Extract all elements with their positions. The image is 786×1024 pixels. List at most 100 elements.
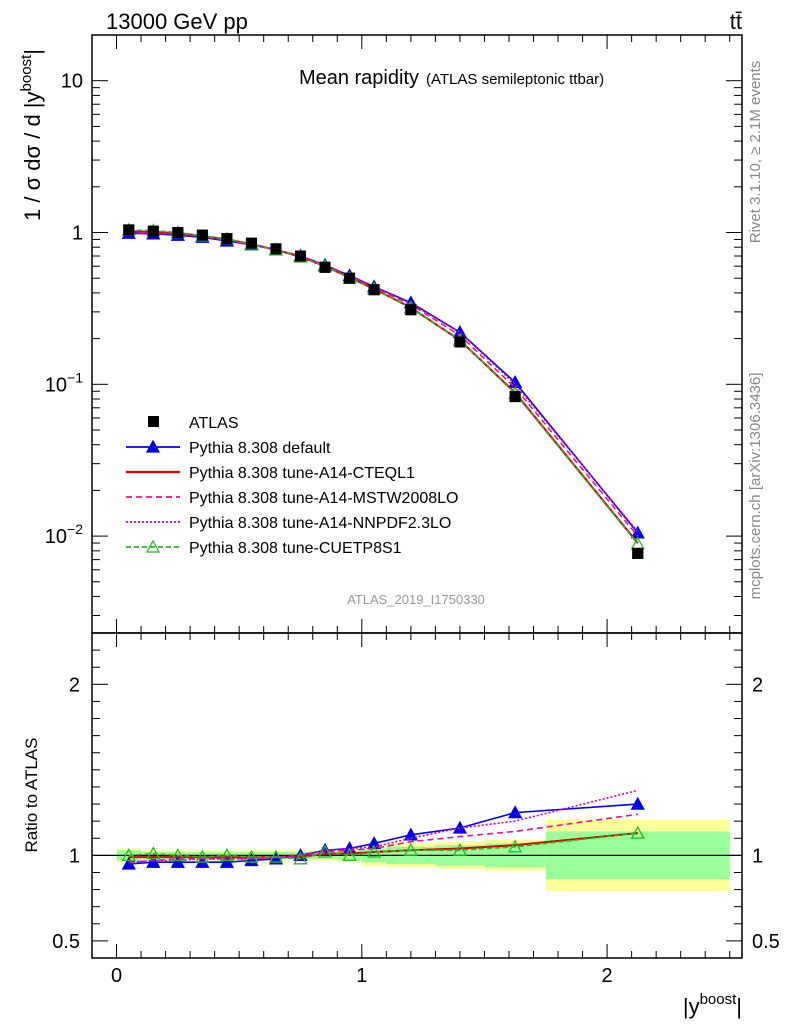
legend-item: Pythia 8.308 tune-A14-MSTW2008LO (126, 490, 458, 507)
main-plot-panel: 10−2 10−1 1 10 Mean rapidity (ATLAS semilep… (45, 34, 743, 634)
ratio-marker (508, 805, 523, 819)
ratio-plot-panel: 0 1 2 2 2 1 1 0.5 0.5 Ratio to ATLAS (22, 632, 780, 987)
legend: ATLAS Pythia 8.308 default Pythia 8.308 tu… (126, 415, 458, 557)
legend-label: Pythia 8.308 tune-CUETP8S1 (189, 540, 402, 557)
ratio-marker (170, 848, 185, 862)
legend-label: ATLAS (189, 415, 239, 432)
rivet-label: Rivet 3.1.10, ≥ 2.1M events (747, 61, 764, 244)
ratio-series-4 (121, 825, 645, 865)
legend-item: Pythia 8.308 tune-CUETP8S1 (126, 539, 402, 557)
ratio-series-2 (128, 813, 638, 864)
ratio-marker (293, 851, 308, 865)
ratio-marker (146, 846, 161, 860)
series-line (128, 231, 639, 533)
ratio-marker (219, 848, 235, 862)
atlas-data-point (147, 225, 159, 237)
main-plot-axes: 10−2 10−1 1 10 (45, 34, 742, 633)
ratio-marker (244, 849, 259, 863)
ratio-marker (403, 842, 418, 856)
ratio-marker (630, 825, 645, 839)
atlas-data-point (344, 272, 356, 284)
legend-label: Pythia 8.308 tune-A14-MSTW2008LO (189, 490, 458, 507)
atlas-data-point (172, 227, 184, 239)
legend-marker (145, 439, 161, 453)
main-plot-series (121, 222, 645, 559)
ratio-series-3 (128, 789, 638, 864)
atlas-data-point (509, 391, 521, 403)
atlas-data-point (405, 304, 417, 316)
ratio-marker (121, 848, 136, 862)
legend-marker (145, 539, 161, 553)
analysis-id: ATLAS_2019_I1750330 (347, 592, 485, 607)
ratio-line (128, 832, 638, 859)
main-y-axis-label: 1 / σ dσ / d |yboost| (18, 49, 45, 221)
ratio-y-axis-label: Ratio to ATLAS (22, 738, 41, 853)
atlas-data-point (319, 261, 331, 273)
ratio-series-1 (128, 832, 638, 859)
ratio-y-tick-label: 2 (69, 674, 80, 696)
atlas-data-point (294, 250, 306, 262)
source-label: mcplots.cern.ch [arXiv:1306.3436] (747, 373, 764, 600)
legend-label: Pythia 8.308 tune-A14-NNPDF2.3LO (189, 515, 451, 532)
atlas-data-point (123, 224, 135, 236)
ratio-marker (630, 796, 645, 810)
ratio-marker (508, 839, 523, 853)
series-4 (128, 231, 639, 533)
ratio-marker (244, 853, 259, 867)
ratio-y-tick-label: 0.5 (52, 931, 80, 953)
ratio-marker (317, 844, 333, 858)
chart-title: Mean rapidity (299, 67, 419, 89)
atlas-data-point (454, 336, 466, 348)
ratio-marker (146, 854, 161, 868)
ratio-marker (195, 849, 210, 863)
chart-subtitle: (ATLAS semileptonic ttbar) (426, 71, 604, 88)
series-0 (123, 224, 644, 559)
legend-item: Pythia 8.308 default (126, 439, 331, 457)
series-line (128, 232, 639, 534)
ratio-marker (403, 827, 418, 841)
y-tick-label: 10−2 (45, 521, 83, 548)
y-tick-label: 10−1 (45, 369, 83, 396)
ratio-marker (219, 854, 235, 868)
ratio-marker (170, 854, 185, 868)
ratio-line (128, 789, 638, 864)
series-line (128, 229, 639, 545)
legend-label: Pythia 8.308 tune-A14-CTEQL1 (189, 465, 415, 482)
y-tick-label: 10 (61, 71, 83, 93)
y-tick-label: 1 (72, 223, 83, 245)
process-label: tt̄ (730, 9, 742, 34)
ratio-marker (268, 851, 284, 865)
x-tick-label: 2 (602, 965, 613, 987)
x-axis-label-text: |yboost| (683, 991, 742, 1019)
ratio-line (128, 832, 638, 860)
legend-swatch (148, 416, 159, 427)
ratio-marker (268, 849, 284, 863)
ratio-marker (366, 844, 382, 858)
ratio-y-tick-label: 1 (69, 845, 80, 867)
ratio-y-tick-label-right: 1 (752, 845, 763, 867)
ratio-plot-series (121, 789, 645, 870)
atlas-data-point (632, 547, 644, 559)
main-y-axis-label-text: 1 / σ dσ / d |yboost| (18, 49, 45, 221)
legend-item: ATLAS (148, 415, 239, 432)
x-tick-label: 1 (356, 965, 367, 987)
ratio-plot-axes: 0 1 2 2 2 1 1 0.5 0.5 (52, 633, 780, 987)
atlas-data-point (221, 233, 233, 245)
atlas-points-overlay (123, 224, 644, 559)
ratio-line (128, 813, 638, 864)
ratio-marker (452, 842, 468, 856)
atlas-data-point (270, 243, 282, 255)
legend-item: Pythia 8.308 tune-A14-CTEQL1 (126, 465, 415, 482)
ratio-y-tick-label-right: 0.5 (752, 931, 780, 953)
atlas-data-point (196, 229, 208, 241)
x-axis-label: |yboost| (683, 991, 742, 1019)
ratio-marker (121, 856, 136, 870)
ratio-plot-frame (91, 632, 743, 959)
x-tick-label: 0 (111, 965, 122, 987)
atlas-data-point (245, 237, 257, 249)
legend-item: Pythia 8.308 tune-A14-NNPDF2.3LO (126, 515, 451, 532)
legend-label: Pythia 8.308 default (189, 440, 331, 457)
ratio-marker (342, 848, 357, 862)
energy-label: 13000 GeV pp (106, 9, 248, 34)
